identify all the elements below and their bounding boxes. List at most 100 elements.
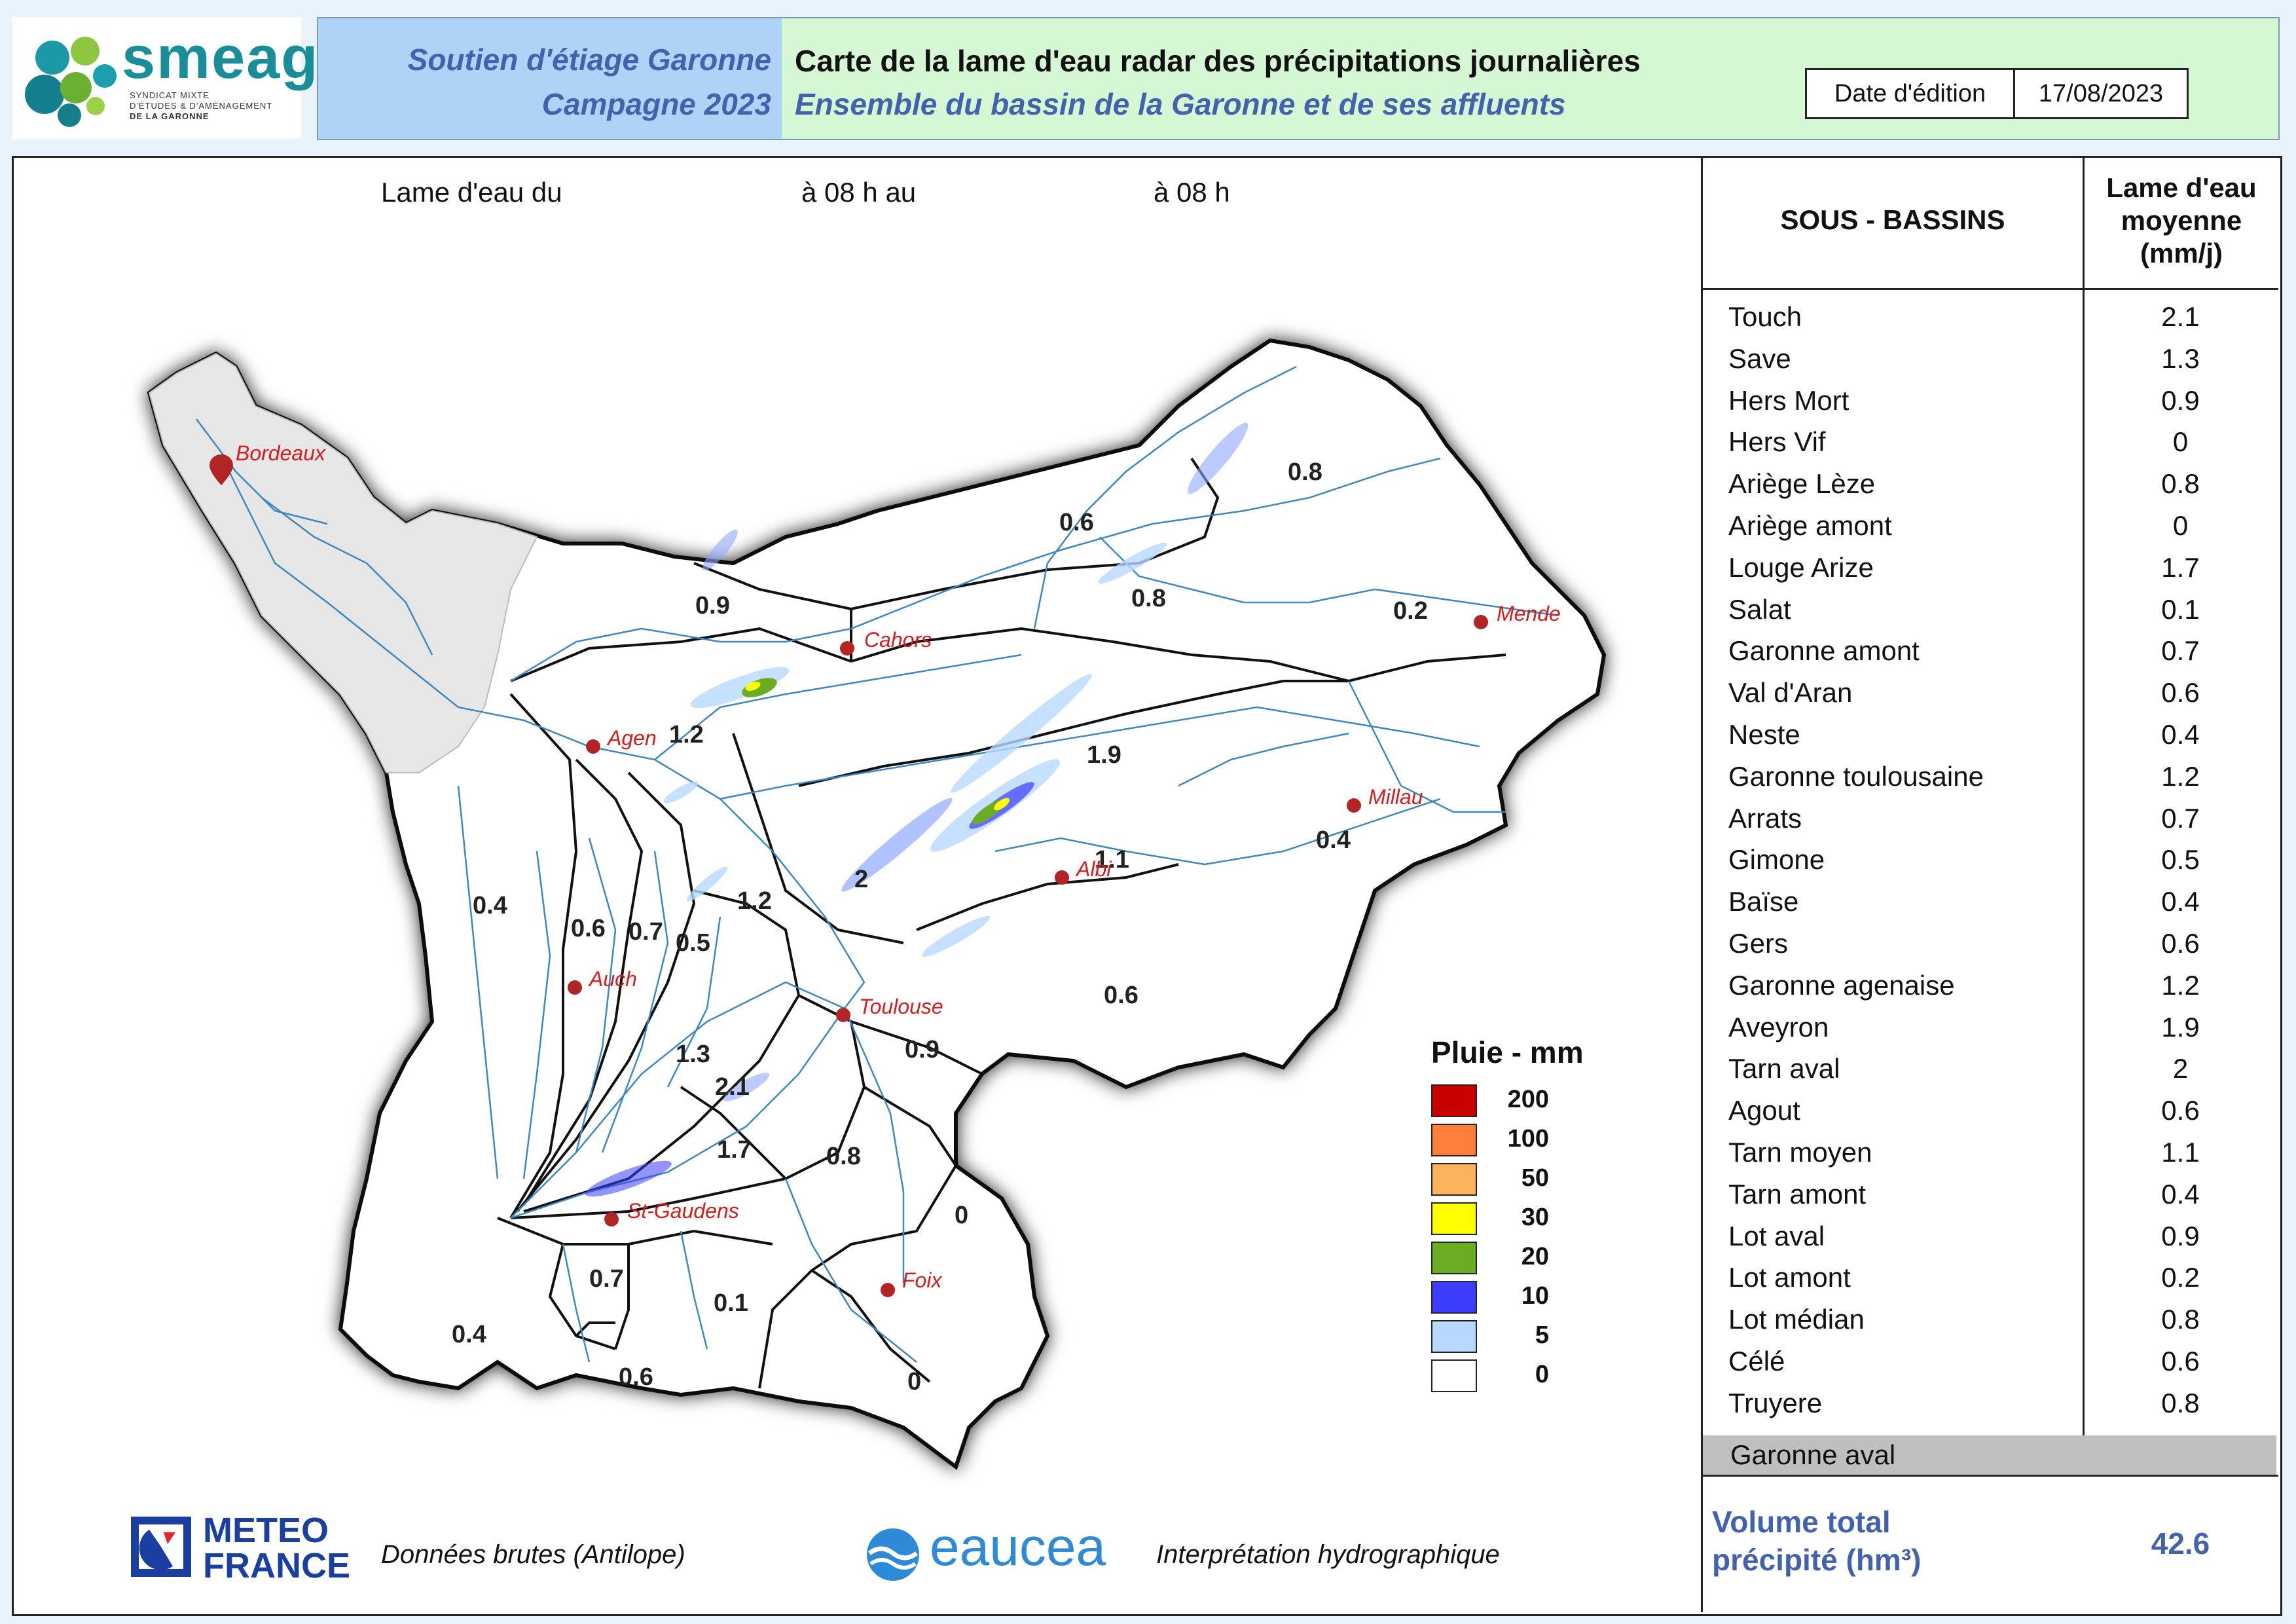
row-value: 0.4 xyxy=(2161,886,2200,917)
legend-swatch xyxy=(1431,1084,1477,1117)
row-name: Garonne amont xyxy=(1728,635,1920,667)
row-value: 0.6 xyxy=(2161,677,2200,709)
row-name: Truyere xyxy=(1728,1387,1823,1418)
legend-label: 5 xyxy=(1535,1321,1549,1349)
map-pin-icon xyxy=(604,1212,619,1227)
row-value: 0.7 xyxy=(2161,635,2200,667)
basin-value: 0.5 xyxy=(676,929,710,957)
row-name: Save xyxy=(1728,342,1791,374)
map-pin-icon xyxy=(210,454,233,485)
smeag-logo-subtitle: SYNDICAT MIXTE D'ÉTUDES & D'AMÉNAGEMENT … xyxy=(130,90,273,121)
meteo-caption: Données brutes (Antilope) xyxy=(381,1540,685,1569)
row-name: Gers xyxy=(1728,928,1789,959)
map-pin-icon xyxy=(568,980,582,995)
city-label: Toulouse xyxy=(859,995,943,1018)
basin-outline xyxy=(147,338,1607,1470)
basin-value: 0.7 xyxy=(629,918,663,946)
row-value: 1.9 xyxy=(2161,1011,2200,1043)
legend-label: 0 xyxy=(1535,1361,1549,1388)
basin-value: 0.4 xyxy=(1316,826,1351,854)
basin-value: 0 xyxy=(955,1202,968,1229)
total-volume-value: 42.6 xyxy=(2151,1526,2210,1560)
eaucea-name: eaucea xyxy=(930,1517,1106,1577)
map-pin-icon xyxy=(1055,870,1069,885)
city-albi: Albi xyxy=(1055,857,1112,885)
basin-value: 2 xyxy=(854,866,868,893)
legend-title: Pluie - mm xyxy=(1431,1035,1584,1069)
basin-value: 0.7 xyxy=(589,1265,624,1293)
basin-value: 1.7 xyxy=(717,1136,752,1164)
basin-value: 0.9 xyxy=(905,1036,939,1063)
table-divider xyxy=(1701,288,2278,290)
row-name: Gimone xyxy=(1728,844,1825,876)
legend-label: 20 xyxy=(1521,1243,1549,1270)
city-label: Agen xyxy=(606,726,657,750)
row-value: 0 xyxy=(2172,426,2189,458)
legend-label: 30 xyxy=(1521,1204,1549,1231)
basin-value: 0.6 xyxy=(619,1363,653,1391)
row-value: 0 xyxy=(2172,510,2189,541)
city-markers: Bordeaux Cahors Mende Agen Millau Albi A… xyxy=(210,441,1561,1297)
precipitation-overlay xyxy=(585,422,1248,1197)
row-name: Val d'Aran xyxy=(1728,677,1853,709)
legend-swatch xyxy=(1431,1124,1477,1156)
legend-swatch xyxy=(1431,1202,1477,1235)
row-name: Lot aval xyxy=(1728,1220,1825,1251)
row-value: 0.4 xyxy=(2161,719,2200,750)
city-label: Millau xyxy=(1368,785,1423,809)
map-pin-icon xyxy=(881,1283,895,1297)
total-volume-label: Volume total précipité (hm³) xyxy=(1712,1505,1922,1577)
row-value: 0.5 xyxy=(2161,844,2200,876)
row-value: 0.7 xyxy=(2161,802,2200,834)
row-name: Célé xyxy=(1728,1346,1785,1376)
city-label: Albi xyxy=(1075,857,1112,881)
period-suffix: à 08 h xyxy=(1154,177,1230,208)
table-divider xyxy=(1701,156,1703,1612)
row-name: Garonne agenaise xyxy=(1728,969,1955,1001)
table-divider xyxy=(2083,156,2085,1459)
campaign-header: Soutien d'étiage Garonne Campagne 2023 xyxy=(317,17,784,140)
campaign-line2: Campagne 2023 xyxy=(541,87,771,121)
city-auch: Auch xyxy=(568,967,637,995)
map-pin-icon xyxy=(586,739,600,754)
edition-date-label: Date d'édition xyxy=(1807,70,2015,117)
edition-date-box: Date d'édition 17/08/2023 xyxy=(1805,68,2189,119)
row-name: Lot amont xyxy=(1728,1262,1851,1293)
smeag-logo-icon xyxy=(25,37,117,127)
river-network xyxy=(196,365,1559,1363)
basin-value: 0 xyxy=(907,1368,921,1395)
row-value: 0.9 xyxy=(2161,384,2200,416)
edition-date-value: 17/08/2023 xyxy=(2038,79,2164,107)
legend-label: 100 xyxy=(1507,1125,1549,1153)
row-value: 0.2 xyxy=(2161,1262,2200,1293)
basin-value: 0.6 xyxy=(1104,982,1139,1009)
row-name: Touch xyxy=(1728,301,1802,332)
outside-basin-area xyxy=(148,352,538,773)
smeag-logo-name: smeag xyxy=(122,24,319,91)
map-pin-icon xyxy=(1347,798,1361,813)
row-value: 0.8 xyxy=(2161,1304,2200,1335)
row-value: 1.2 xyxy=(2161,969,2200,1001)
basin-value: 1.2 xyxy=(737,887,772,915)
row-name: Garonne toulousaine xyxy=(1728,760,1984,792)
row-value: 1.2 xyxy=(2161,760,2200,792)
legend-label: 10 xyxy=(1521,1282,1549,1310)
row-name: Louge Arize xyxy=(1728,551,1874,583)
campaign-line1: Soutien d'étiage Garonne xyxy=(407,43,771,77)
row-name: Tarn amont xyxy=(1728,1178,1867,1209)
basin-value: 0.8 xyxy=(1131,585,1166,612)
row-name: Agout xyxy=(1728,1095,1800,1126)
basin-value: 1.1 xyxy=(1095,846,1129,874)
table-row-garonne-aval: Garonne aval xyxy=(1703,1435,2276,1475)
row-name: Tarn moyen xyxy=(1728,1137,1872,1168)
city-millau: Millau xyxy=(1347,785,1423,813)
city-label: Mende xyxy=(1497,602,1561,625)
page-title: Carte de la lame d'eau radar des précipi… xyxy=(795,44,1641,78)
smeag-logo: smeag SYNDICAT MIXTE D'ÉTUDES & D'AMÉNAG… xyxy=(12,17,318,139)
meteo-france-icon xyxy=(131,1517,191,1577)
map-pin-icon xyxy=(836,1008,850,1022)
legend-swatch xyxy=(1431,1359,1477,1392)
city-label: Bordeaux xyxy=(236,441,326,465)
city-label: Foix xyxy=(902,1268,942,1292)
city-label: St-Gaudens xyxy=(627,1199,739,1223)
